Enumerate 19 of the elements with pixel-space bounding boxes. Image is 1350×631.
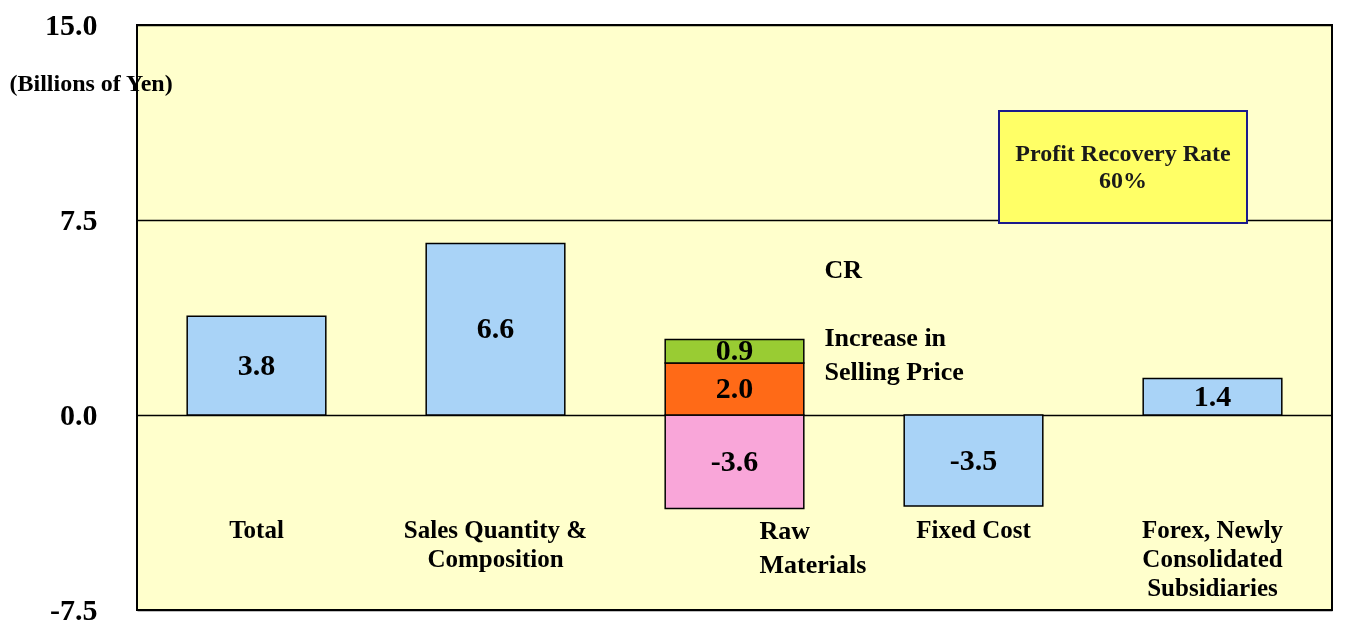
x-tick-label: Total — [229, 515, 284, 543]
data-label: 1.4 — [1193, 378, 1232, 412]
x-tick-label: Sales Quantity & Composition — [403, 515, 588, 572]
y-tick-label: -7.5 — [50, 592, 98, 626]
x-tick-label: Forex, Newly Consolidated Subsidiaries — [1141, 515, 1284, 601]
y-tick-label: 7.5 — [60, 202, 98, 236]
y-tick-label: 0.0 — [60, 397, 98, 431]
text: CR — [824, 254, 863, 284]
data-label: 2.0 — [715, 371, 754, 404]
data-label: 6.6 — [476, 311, 515, 345]
data-label: -3.6 — [710, 443, 759, 477]
callout-box: Profit Recovery Rate 60% — [998, 110, 1248, 224]
series-label: Raw Materials — [759, 515, 867, 579]
series-label: Increase in Selling Price — [824, 323, 964, 386]
data-label: 0.9 — [715, 333, 754, 367]
data-label: 3.8 — [237, 347, 276, 381]
x-tick-label: Fixed Cost — [916, 515, 1032, 543]
data-label: -3.5 — [949, 442, 998, 476]
y-tick-label: 15.0 — [45, 7, 98, 41]
